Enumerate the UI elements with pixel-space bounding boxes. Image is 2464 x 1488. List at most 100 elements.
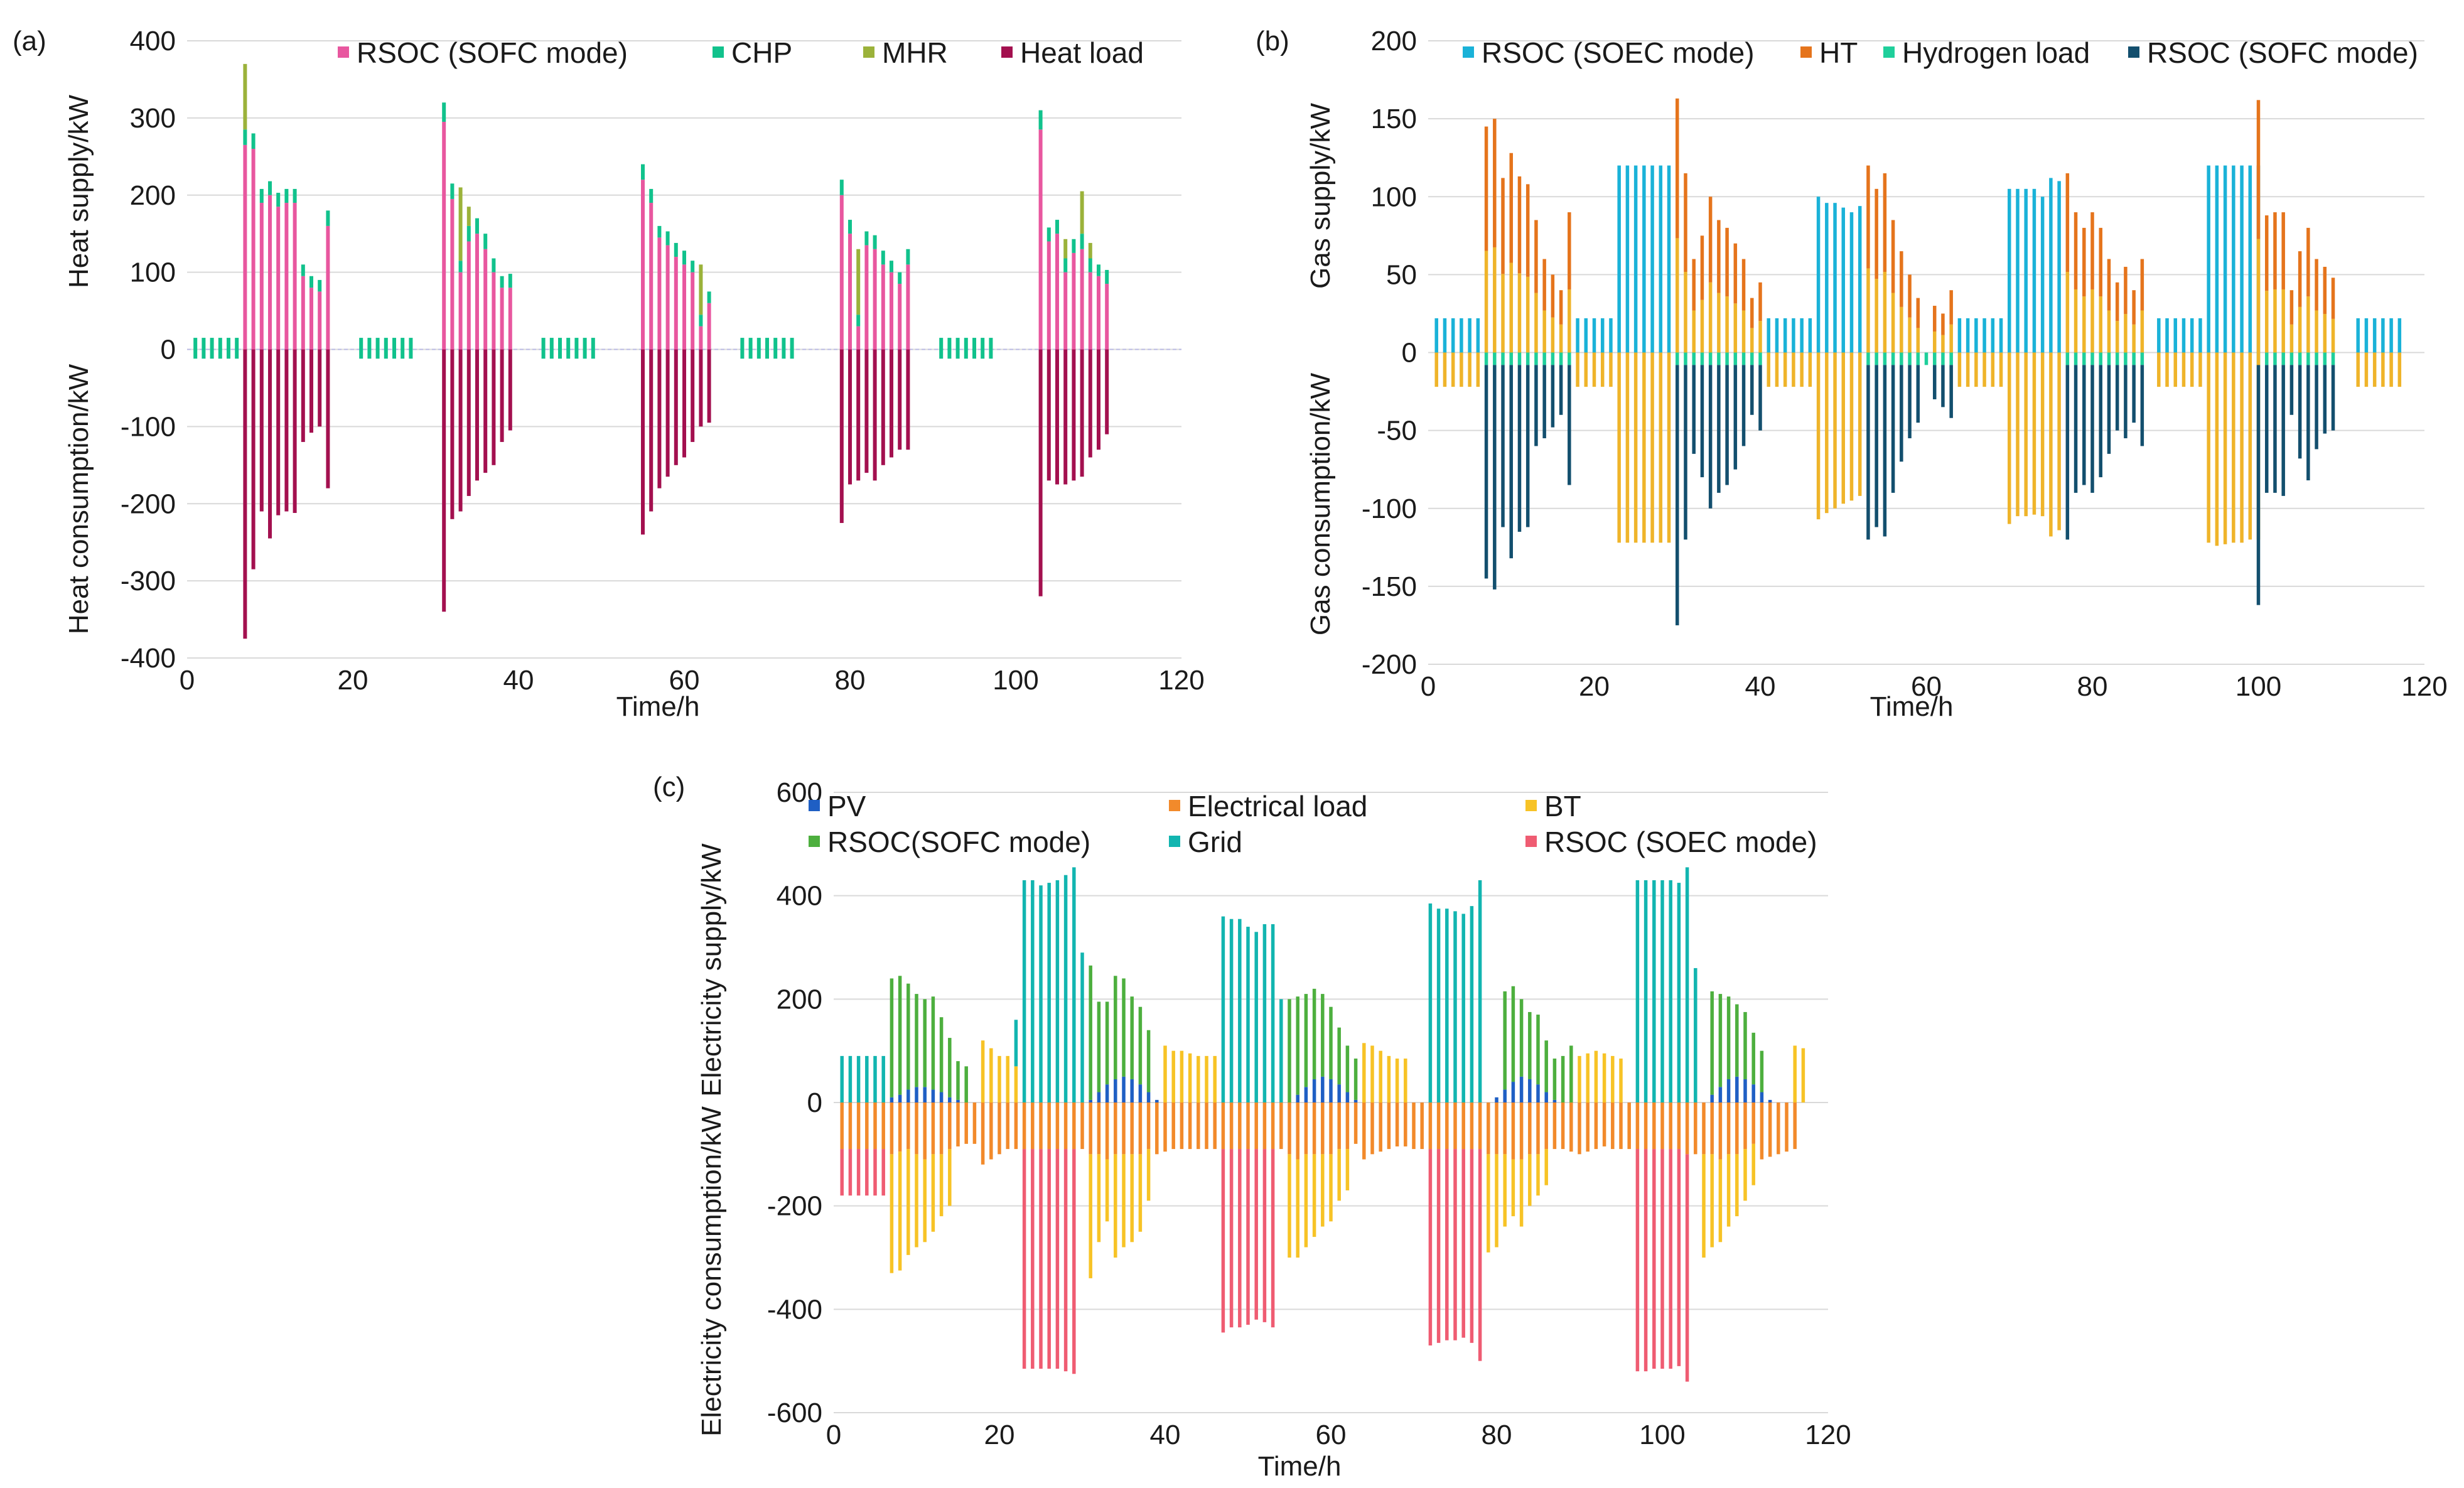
b-bar-ht-consumption — [2165, 352, 2169, 387]
c-bar-grid — [1428, 903, 1433, 1103]
b-bar-ht-consumption — [2198, 352, 2202, 387]
c-bar-pv — [1345, 1092, 1350, 1103]
c-bar-sofc — [1536, 1015, 1540, 1085]
b-bar-sofc-consumption — [2090, 365, 2094, 493]
a-bar-rsoc-sofc — [1055, 234, 1059, 350]
a-bar-heat-load — [906, 349, 910, 450]
c-bar-elec-load — [1362, 1103, 1366, 1160]
a-bar-heat-load — [881, 349, 885, 465]
b-bar-sofc-consumption — [2107, 365, 2111, 454]
b-bar-ht-consumption — [1659, 352, 1663, 543]
b-bar-ht-low — [1525, 276, 1530, 353]
a-bar-heat-load — [301, 349, 305, 442]
a-bar-chp — [691, 261, 695, 272]
c-bar-grid — [1271, 924, 1275, 1103]
a-ytick-label: -400 — [121, 643, 176, 674]
b-ytick-label: 150 — [1371, 104, 1417, 134]
c-bar-sofc — [1726, 996, 1731, 1079]
b-bar-hydrogen-load — [2132, 352, 2136, 365]
b-bar-hydrogen-load — [2107, 352, 2111, 365]
a-bar-rsoc-sofc — [318, 291, 322, 350]
a-bar-heat-load — [864, 349, 869, 473]
a-bar-chp — [268, 181, 272, 195]
a-bar-chp — [1063, 258, 1068, 272]
a-bar-chp — [227, 338, 230, 350]
b-ytick-label: 50 — [1386, 259, 1417, 290]
c-bar-elec-load — [1395, 1103, 1399, 1146]
b-ytick-label: -100 — [1362, 493, 1417, 524]
c-bar-bt-consumption — [1312, 1154, 1316, 1237]
c-bar-elec-load — [1503, 1103, 1507, 1155]
a-bar-chp — [748, 338, 753, 350]
b-bar-ht-consumption — [2207, 352, 2210, 543]
a-bar-chp — [193, 338, 198, 350]
a-ytick-label: 300 — [130, 103, 176, 134]
b-bar-ht — [2074, 212, 2078, 289]
a-ytick-label: 200 — [130, 180, 176, 211]
b-bar-hydrogen-load — [1758, 352, 1762, 365]
b-bar-hydrogen-load — [2273, 352, 2277, 365]
c-bar-soec-consumption — [1238, 1149, 1242, 1328]
c-bar-elec-load — [1519, 1103, 1524, 1160]
c-bar-elec-load — [1063, 1103, 1068, 1150]
a-bar-chp — [955, 338, 960, 350]
c-bar-grid — [1080, 952, 1084, 1103]
a-bar-chp — [475, 218, 479, 234]
a-bar-rsoc-sofc — [848, 234, 852, 350]
b-bar-ht-consumption — [2049, 352, 2053, 537]
b-bar-hydrogen-load — [1684, 352, 1687, 365]
c-bar-bt-consumption — [1511, 1159, 1515, 1217]
c-bar-elec-load — [1544, 1103, 1548, 1150]
b-xtick-label: 40 — [1745, 671, 1776, 702]
c-bar-bt-consumption — [1743, 1149, 1747, 1201]
c-bar-sofc — [890, 978, 894, 1097]
c-bar-pv — [1321, 1076, 1325, 1103]
a-bar-chp — [839, 180, 844, 195]
c-bar-elec-load — [1404, 1103, 1407, 1146]
a-bar-rsoc-sofc — [649, 203, 654, 350]
b-ytick-label: -150 — [1362, 571, 1417, 602]
c-bar-sofc — [1321, 994, 1325, 1077]
c-bar-elec-load — [1445, 1103, 1449, 1150]
c-bar-bt-consumption — [1544, 1149, 1548, 1185]
a-bar-chp-consumption — [939, 349, 944, 359]
a-bar-chp-consumption — [591, 349, 595, 359]
c-bar-bt-consumption — [948, 1149, 952, 1206]
b-bar-soec — [2008, 188, 2011, 353]
c-bar-soec-consumption — [1262, 1149, 1267, 1322]
a-bar-heat-load — [665, 349, 670, 477]
b-bar-ht — [1758, 282, 1762, 321]
b-bar-soec — [2032, 188, 2036, 353]
b-bar-ht — [1750, 298, 1754, 328]
c-legend-swatch — [1525, 836, 1537, 847]
c-bar-soec-consumption — [1669, 1149, 1672, 1369]
b-bar-soec — [2173, 318, 2177, 353]
b-bar-ht — [1517, 176, 1522, 274]
a-bar-chp — [202, 338, 206, 350]
c-bar-grid — [1453, 911, 1457, 1103]
c-bar-bt-consumption — [1487, 1154, 1490, 1253]
c-bar-elec-load — [1387, 1103, 1391, 1150]
b-bar-ht-consumption — [1816, 352, 1821, 520]
b-bar-ht-low — [2256, 239, 2261, 353]
panel-c-ylabel-bottom: Electricity consumption/kW — [696, 1106, 727, 1437]
b-bar-ht-consumption — [1841, 352, 1845, 504]
b-bar-ht — [2107, 259, 2111, 311]
c-bar-elec-load — [1710, 1103, 1714, 1155]
a-bar-chp — [1105, 269, 1109, 284]
b-bar-ht-consumption — [1858, 352, 1862, 496]
c-bar-elec-load — [1420, 1103, 1424, 1150]
c-bar-elec-load — [1594, 1103, 1598, 1150]
a-bar-chp — [790, 338, 794, 350]
a-bar-chp — [243, 129, 247, 145]
b-bar-ht — [1725, 227, 1729, 297]
b-bar-sofc-consumption — [1750, 365, 1754, 415]
c-bar-elec-load — [1768, 1103, 1772, 1157]
a-bar-chp — [549, 338, 554, 350]
a-bar-heat-load — [649, 349, 654, 512]
b-bar-ht — [1875, 188, 1878, 279]
b-bar-soec — [1625, 165, 1630, 353]
